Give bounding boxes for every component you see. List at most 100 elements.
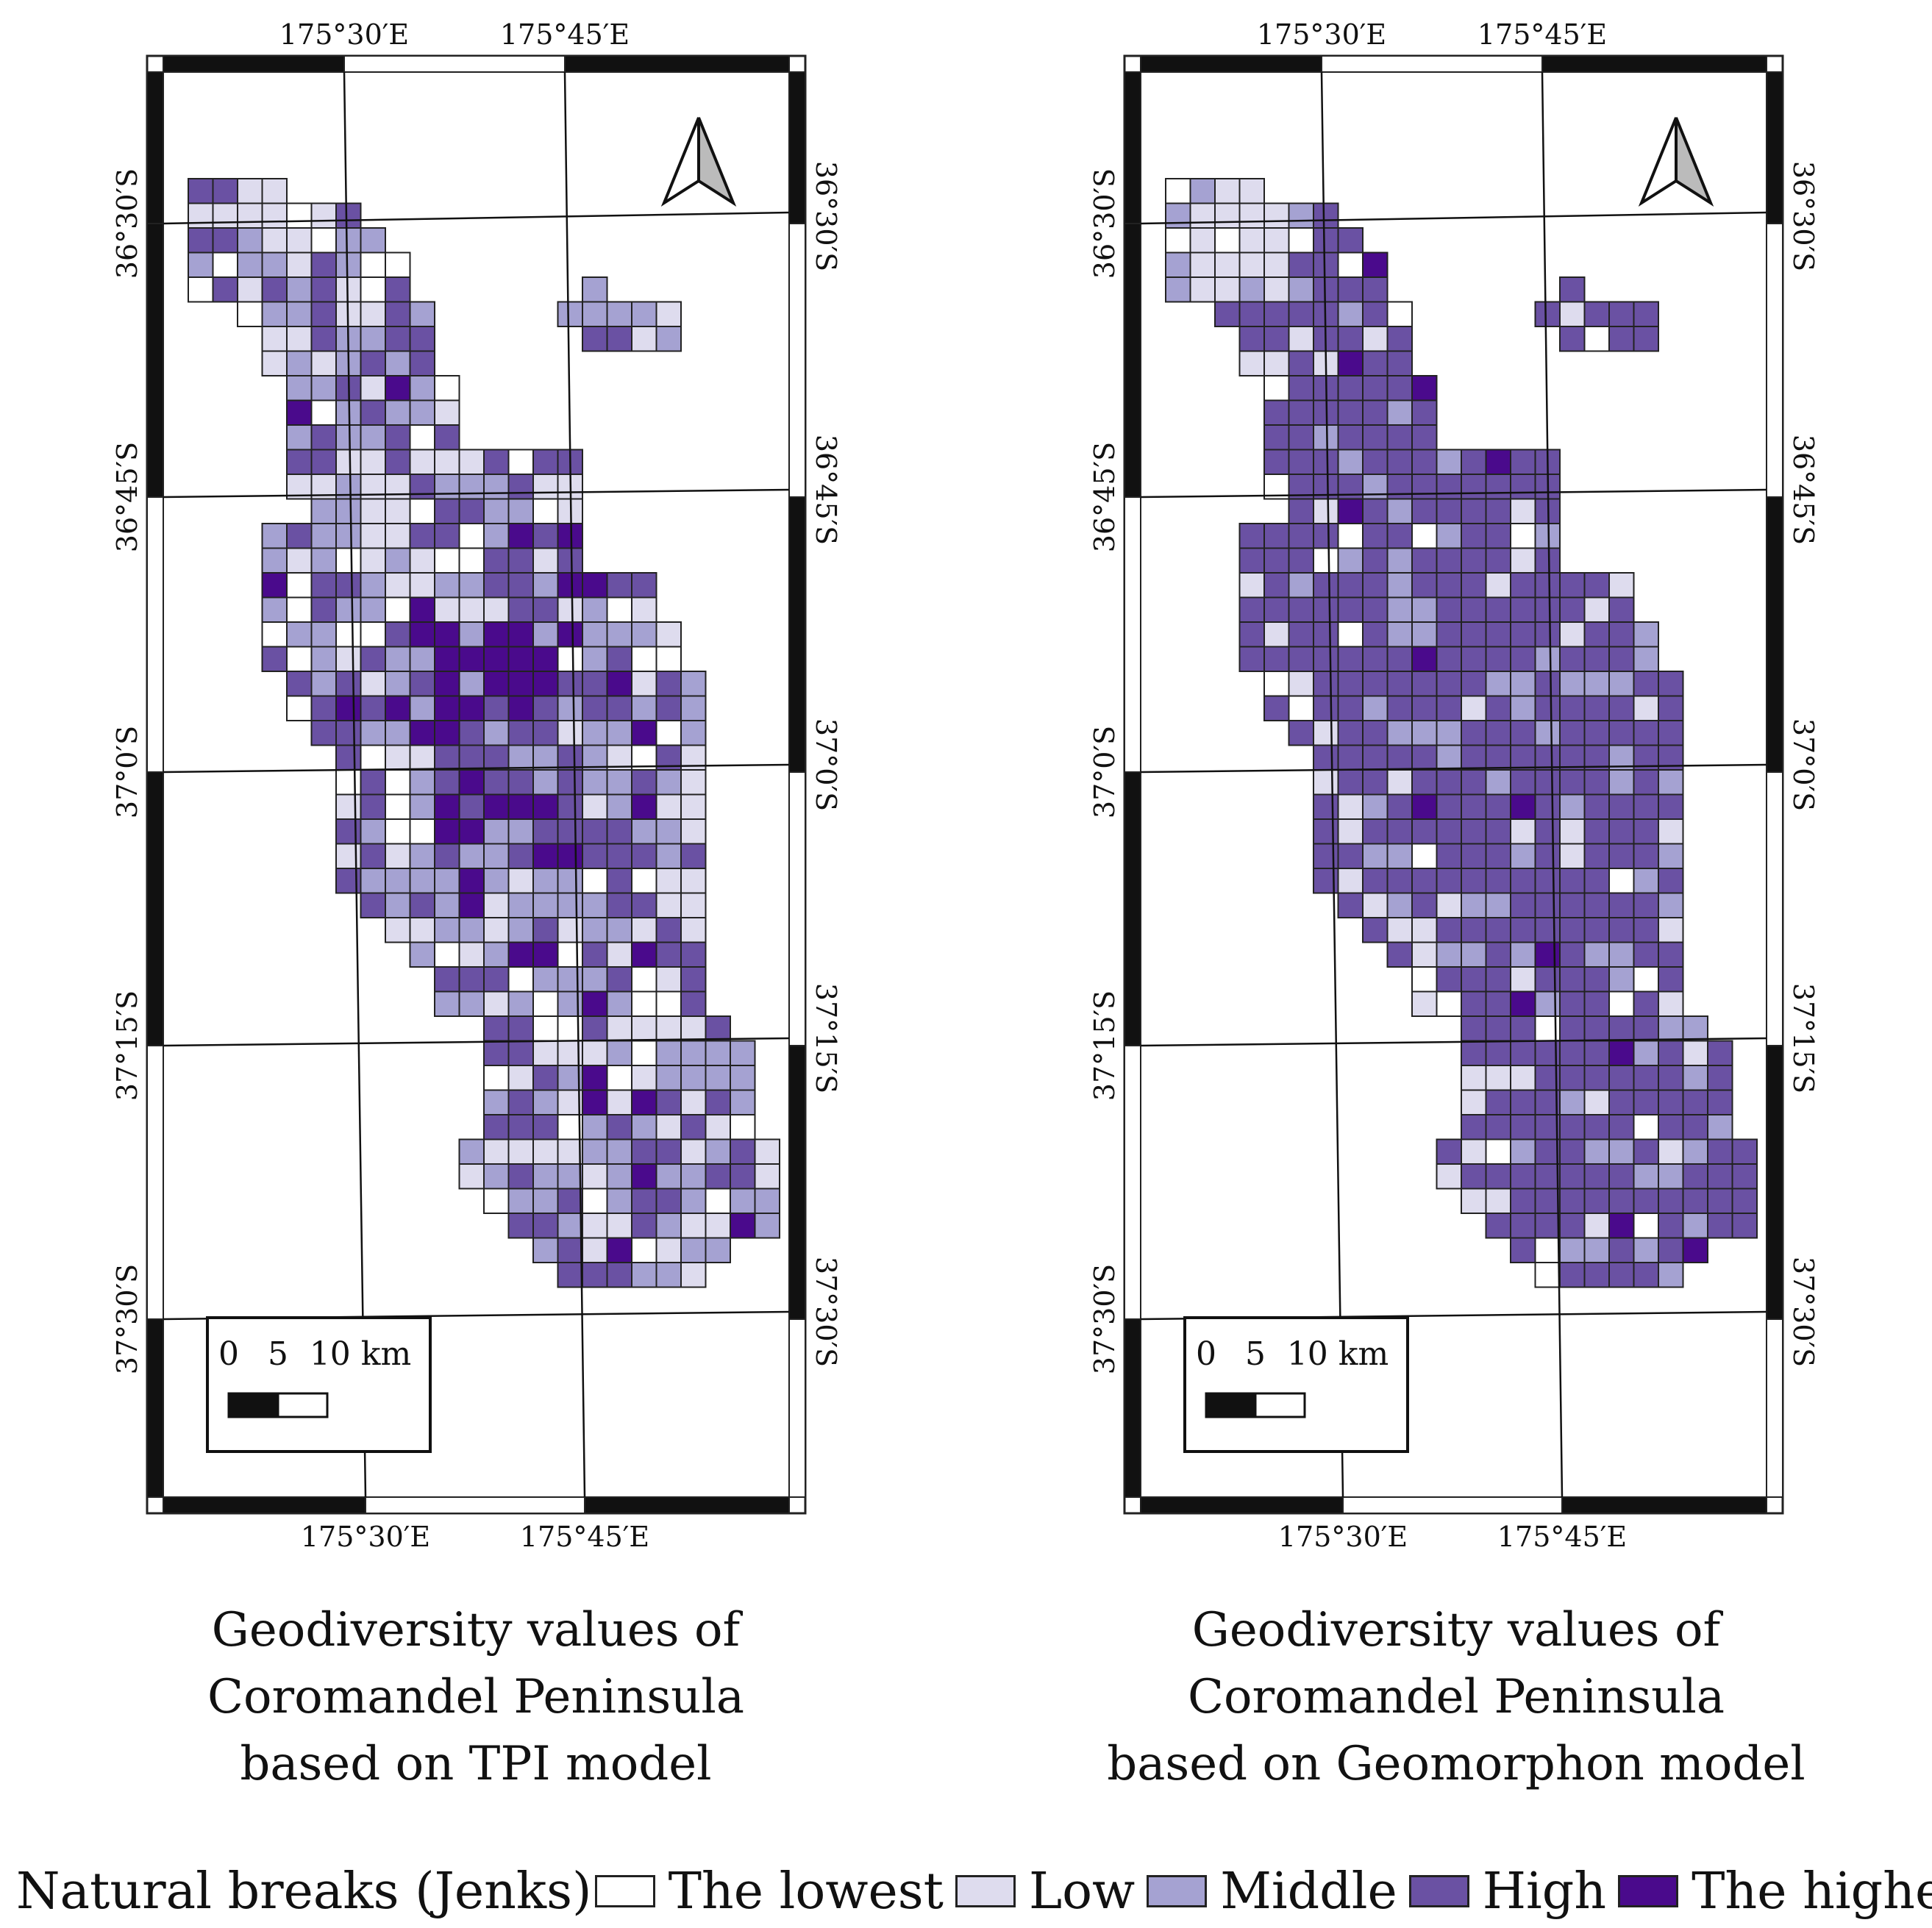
grid-cell: [1461, 572, 1487, 599]
grid-cell: [1485, 695, 1511, 721]
north-arrow-icon: [1638, 117, 1714, 207]
grid-cell: [1534, 769, 1561, 796]
grid-cell: [680, 843, 707, 869]
meridian-line: [1320, 71, 1344, 1498]
grid-cell: [1436, 596, 1462, 623]
grid-cell: [557, 843, 583, 869]
grid-cell: [582, 720, 608, 746]
grid-cell: [532, 498, 559, 524]
grid-cell: [1263, 671, 1290, 697]
grid-cell: [1633, 769, 1659, 796]
grid-cell: [1288, 227, 1314, 254]
frame-bar: [365, 1496, 585, 1514]
grid-cell: [507, 720, 534, 746]
grid-cell: [606, 671, 632, 697]
grid-cell: [385, 424, 411, 451]
grid-cell: [1608, 868, 1635, 894]
grid-cell: [409, 399, 435, 426]
grid-cell: [1189, 178, 1216, 204]
parallel-line: [163, 1037, 790, 1047]
grid-cell: [1583, 1040, 1610, 1066]
grid-cell: [458, 547, 485, 574]
frame-bar: [1766, 1045, 1783, 1320]
grid-cell: [1263, 572, 1290, 599]
grid-cell: [680, 720, 707, 746]
grid-cell: [1608, 1163, 1635, 1190]
grid-cell: [1559, 990, 1586, 1017]
grid-cell: [286, 227, 313, 254]
scale-segment: [1205, 1392, 1257, 1418]
grid-cell: [458, 695, 485, 721]
grid-cell: [1534, 818, 1561, 845]
grid-cell: [458, 769, 485, 796]
frame-bar: [1124, 1045, 1141, 1320]
grid-cell: [434, 572, 460, 599]
grid-cell: [1313, 818, 1339, 845]
grid-cell: [582, 1237, 608, 1263]
grid-cell: [1288, 596, 1314, 623]
grid-cell: [310, 720, 337, 746]
grid-cell: [1362, 917, 1389, 943]
grid-cell: [655, 621, 682, 648]
bottom-tick-label: 175°45′E: [1497, 1521, 1627, 1553]
grid-cell: [1731, 1163, 1758, 1190]
grid-cell: [237, 227, 263, 254]
grid-cell: [237, 301, 263, 327]
grid-cell: [1510, 868, 1536, 894]
frame-bar: [788, 771, 806, 1046]
grid-cell: [434, 621, 460, 648]
grid-cell: [1485, 572, 1511, 599]
grid-cell: [1436, 1163, 1462, 1190]
grid-cell: [582, 990, 608, 1017]
grid-cell: [1534, 868, 1561, 894]
grid-cell: [385, 892, 411, 918]
grid-cell: [409, 621, 435, 648]
frame-bar: [163, 55, 345, 73]
grid-cell: [409, 375, 435, 401]
grid-cell: [261, 178, 288, 204]
grid-cell: [385, 793, 411, 820]
grid-cell: [483, 695, 510, 721]
grid-cell: [606, 646, 632, 672]
grid-cell: [1534, 523, 1561, 549]
grid-cell: [1411, 695, 1438, 721]
grid-cell: [582, 1213, 608, 1239]
grid-cell: [434, 720, 460, 746]
grid-cell: [1534, 547, 1561, 574]
grid-cell: [1583, 326, 1610, 352]
frame-bar: [1124, 771, 1141, 1046]
grid-cell: [360, 744, 386, 771]
grid-cell: [507, 818, 534, 845]
grid-cell: [631, 1262, 657, 1288]
grid-cell: [1313, 793, 1339, 820]
grid-cell: [1214, 227, 1241, 254]
grid-cell: [360, 818, 386, 845]
frame-bar: [1766, 223, 1783, 498]
grid-cell: [1313, 251, 1339, 278]
grid-cell: [557, 744, 583, 771]
grid-cell: [655, 1188, 682, 1214]
grid-cell: [1411, 449, 1438, 475]
grid-cell: [1583, 1015, 1610, 1042]
grid-cell: [730, 1040, 756, 1066]
grid-cell: [1658, 818, 1684, 845]
grid-cell: [1362, 498, 1389, 524]
grid-cell: [1608, 326, 1635, 352]
grid-cell: [1583, 1213, 1610, 1239]
grid-cell: [434, 695, 460, 721]
grid-cell: [409, 424, 435, 451]
grid-cell: [507, 868, 534, 894]
grid-cell: [730, 1163, 756, 1190]
grid-cell: [1485, 1040, 1511, 1066]
grid-cell: [310, 202, 337, 229]
grid-cell: [1559, 326, 1586, 352]
grid-cell: [680, 1138, 707, 1165]
grid-cell: [532, 1089, 559, 1115]
grid-cell: [458, 720, 485, 746]
grid-cell: [483, 1065, 510, 1091]
grid-cell: [335, 793, 362, 820]
grid-cell: [705, 1188, 731, 1214]
grid-cell: [655, 1262, 682, 1288]
grid-cell: [1461, 1015, 1487, 1042]
grid-cell: [360, 251, 386, 278]
